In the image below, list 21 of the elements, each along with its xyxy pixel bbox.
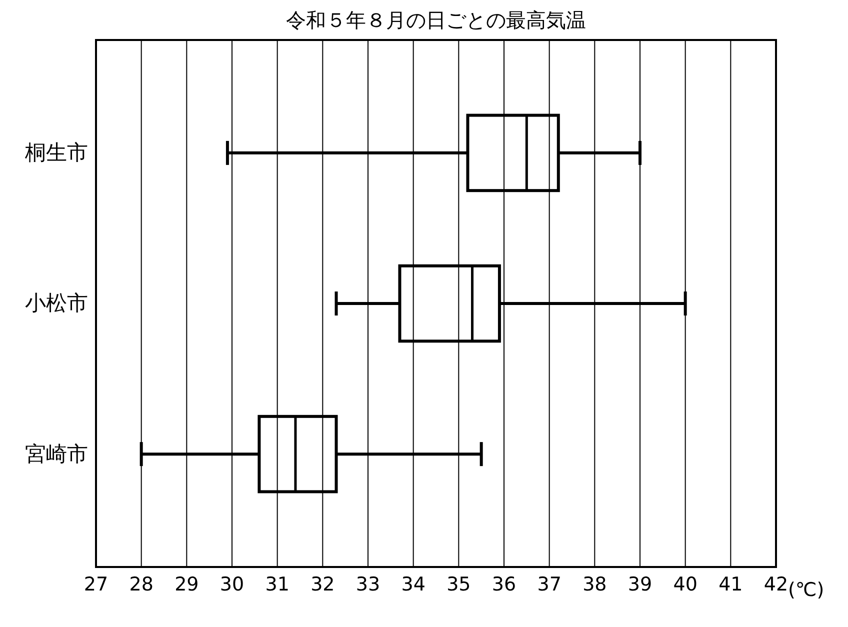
x-tick-label: 41 [718, 573, 743, 596]
x-tick-label: 28 [129, 573, 154, 596]
x-tick-label: 36 [492, 573, 516, 596]
x-tick-label: 32 [310, 573, 335, 596]
x-tick-label: 34 [401, 573, 426, 596]
y-tick-label: 宮崎市 [25, 442, 88, 466]
x-tick-label: 38 [582, 573, 607, 596]
chart-title: 令和５年８月の日ごとの最高気温 [286, 8, 586, 32]
y-tick-label: 桐生市 [24, 140, 88, 165]
x-tick-label: 30 [220, 573, 244, 596]
x-tick-label: 33 [356, 573, 380, 596]
x-tick-label: 31 [265, 573, 290, 596]
x-tick-label: 42 [764, 573, 788, 596]
x-tick-label: 29 [174, 573, 199, 596]
x-tick-label: 35 [446, 573, 471, 596]
x-tick-label: 37 [537, 573, 562, 596]
x-tick-label: 39 [628, 573, 652, 596]
x-axis-title: (℃) [788, 579, 824, 601]
x-tick-label: 40 [673, 573, 698, 596]
x-tick-label: 27 [84, 573, 108, 596]
y-tick-label: 小松市 [25, 291, 88, 316]
